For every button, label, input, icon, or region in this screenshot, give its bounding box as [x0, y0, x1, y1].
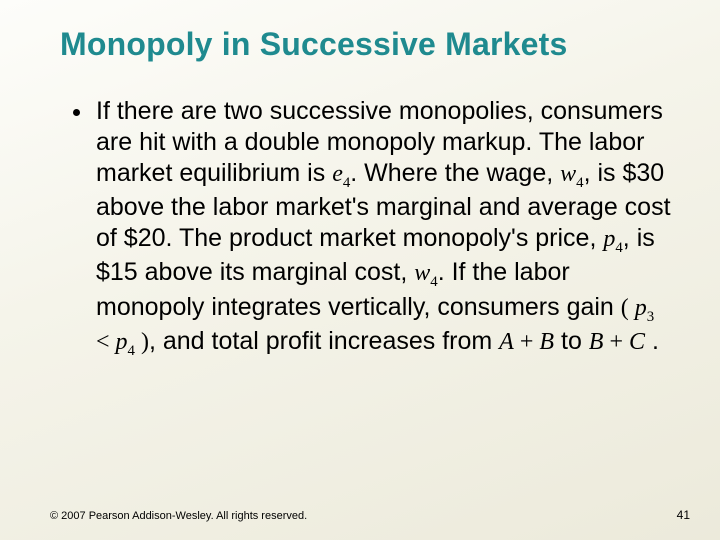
slide: Monopoly in Successive Markets If there …	[0, 0, 720, 540]
math-paren-close: )	[135, 329, 149, 355]
page-number: 41	[677, 508, 690, 522]
math-p4b-sub: 4	[128, 343, 135, 359]
math-lt: <	[96, 329, 116, 355]
body-text-period: .	[645, 327, 659, 355]
math-p3-sub: 3	[647, 309, 654, 325]
math-w4a: w4	[560, 161, 583, 187]
math-B2: B	[589, 329, 604, 355]
math-A: A	[499, 329, 514, 355]
math-e4-base: e	[332, 161, 343, 187]
bullet-list: If there are two successive monopolies, …	[66, 96, 672, 360]
math-p4: p4	[603, 226, 622, 252]
math-p3: p3	[635, 295, 654, 321]
math-paren-open: (	[621, 295, 635, 321]
math-C: C	[629, 329, 645, 355]
copyright-text: © 2007 Pearson Addison-Wesley. All right…	[50, 510, 307, 522]
slide-title: Monopoly in Successive Markets	[60, 26, 680, 63]
math-B: B	[539, 329, 554, 355]
math-w4a-sub: 4	[576, 175, 583, 191]
math-w4b-sub: 4	[430, 274, 437, 290]
math-e4: e4	[332, 161, 350, 187]
slide-body: If there are two successive monopolies, …	[66, 96, 672, 360]
bullet-item: If there are two successive monopolies, …	[94, 96, 672, 360]
math-p4-base: p	[603, 226, 615, 252]
math-plus-2: +	[603, 329, 629, 355]
body-text-2: . Where the wage,	[350, 159, 560, 187]
math-p3-base: p	[635, 295, 647, 321]
math-p4-sub: 4	[615, 240, 622, 256]
math-w4b-base: w	[414, 260, 430, 286]
math-p4b: p4	[116, 329, 135, 355]
math-w4b: w4	[414, 260, 437, 286]
math-p4b-base: p	[116, 329, 128, 355]
body-text-6: , and total profit increases from	[149, 327, 499, 355]
math-w4a-base: w	[560, 161, 576, 187]
math-plus-1: +	[514, 329, 540, 355]
body-text-to: to	[554, 327, 589, 355]
